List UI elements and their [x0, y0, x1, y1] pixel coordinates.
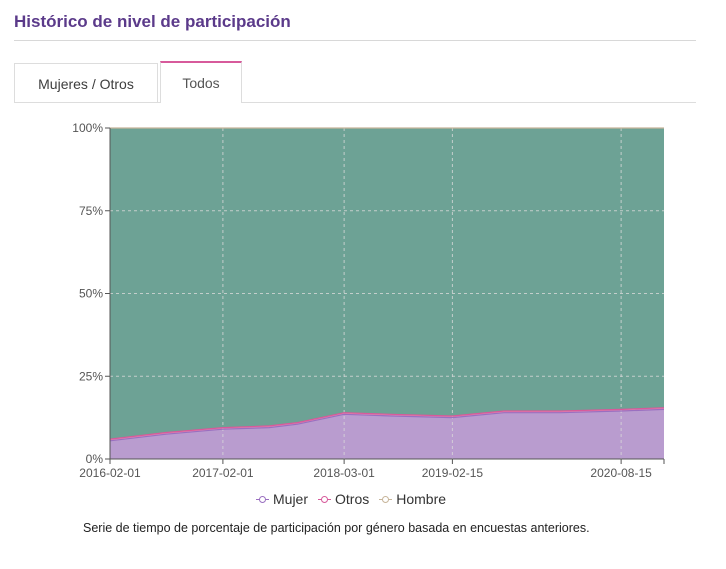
x-tick-label-1: 2017-02-01 [192, 466, 254, 480]
tab-mujeres-otros[interactable]: Mujeres / Otros [14, 63, 158, 102]
y-tick-label-1: 25% [79, 369, 103, 383]
line-otros [109, 407, 665, 440]
legend-item-mujer[interactable]: Mujer [256, 491, 308, 507]
x-tick-label-2: 2018-03-01 [313, 466, 375, 480]
legend-item-hombre[interactable]: Hombre [379, 491, 446, 507]
legend-marker-mujer [256, 494, 269, 504]
participation-chart: 0% 25% 50% 75% 100% 2016-02-01 2017-02-01 2018-… [72, 121, 665, 480]
y-tick-label-4: 100% [72, 121, 103, 135]
tab-todos[interactable]: Todos [160, 61, 242, 103]
legend-label-otros: Otros [335, 491, 370, 507]
legend-marker-hombre [379, 494, 393, 504]
area-mujer [110, 409, 664, 459]
area-hombre [110, 128, 664, 440]
chart-legend: Mujer Otros Hombre [256, 491, 446, 507]
tab-bar: Mujeres / Otros Todos [14, 61, 696, 103]
line-mujer [109, 408, 665, 442]
y-tick-label-3: 75% [79, 204, 103, 218]
legend-item-otros[interactable]: Otros [318, 491, 369, 507]
x-tick-label-3: 2019-02-15 [422, 466, 484, 480]
title-divider [14, 40, 696, 41]
y-tick-label-0: 0% [86, 452, 104, 466]
legend-marker-otros [318, 494, 332, 504]
chart-caption: Serie de tiempo de porcentaje de partici… [83, 521, 590, 535]
legend-label-hombre: Hombre [396, 491, 447, 507]
x-tick-label-4: 2020-08-15 [590, 466, 652, 480]
legend-label-mujer: Mujer [273, 491, 309, 507]
tab-baseline [14, 102, 696, 103]
page-title: Histórico de nivel de participación [14, 12, 291, 31]
x-tick-label-0: 2016-02-01 [79, 466, 141, 480]
y-tick-label-2: 50% [79, 287, 103, 301]
